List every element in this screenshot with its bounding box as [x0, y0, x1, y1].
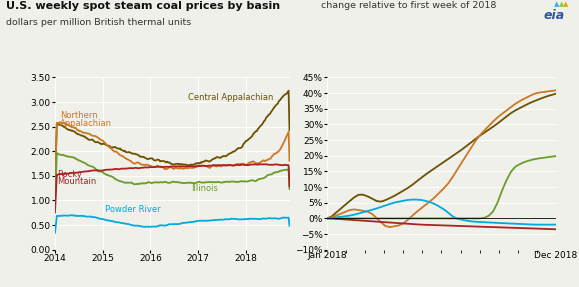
Text: ▲: ▲	[563, 1, 569, 7]
Text: ▲: ▲	[559, 1, 564, 7]
Text: Appalachian: Appalachian	[60, 119, 112, 128]
Text: ▲: ▲	[554, 1, 559, 7]
Text: Powder River: Powder River	[105, 205, 161, 214]
Text: Mountain: Mountain	[57, 177, 97, 186]
Text: Northern: Northern	[60, 111, 97, 120]
Text: dollars per million British thermal units: dollars per million British thermal unit…	[6, 18, 191, 27]
Text: Central Appalachian: Central Appalachian	[188, 93, 274, 102]
Text: Illinois: Illinois	[191, 184, 218, 193]
Text: Rocky: Rocky	[57, 170, 82, 179]
Text: U.S. weekly spot steam coal prices by basin: U.S. weekly spot steam coal prices by ba…	[6, 1, 280, 11]
Text: change relative to first week of 2018: change relative to first week of 2018	[321, 1, 497, 10]
Text: eia: eia	[544, 9, 565, 22]
